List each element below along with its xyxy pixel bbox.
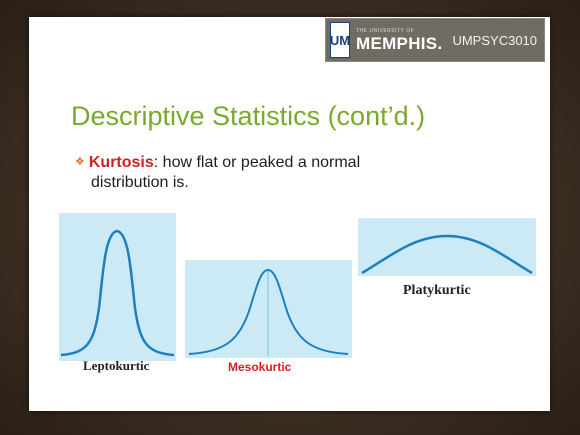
slide-title: Descriptive Statistics (cont’d.) — [71, 101, 426, 131]
bullet-term: Kurtosis — [88, 154, 154, 171]
mesokurtic-figure — [185, 260, 352, 358]
university-logo: UM THE UNIVERSITY OF MEMPHIS. UMPSYC3010 — [325, 18, 545, 62]
mesokurtic-curve — [188, 268, 349, 356]
leptokurtic-figure — [59, 213, 176, 361]
um-letters: UM — [329, 32, 351, 48]
slide: UM THE UNIVERSITY OF MEMPHIS. UMPSYC3010… — [29, 17, 550, 411]
um-logo-mark: UM — [330, 22, 350, 58]
platykurtic-label: Platykurtic — [403, 283, 471, 298]
logo-top-text: THE UNIVERSITY OF — [356, 28, 415, 34]
bullet-text-line2: distribution is. — [91, 174, 189, 191]
platykurtic-figure — [358, 218, 536, 276]
bullet-text-line1: : how flat or peaked a normal — [153, 154, 361, 171]
course-code: UMPSYC3010 — [452, 32, 538, 48]
mesokurtic-label: Mesokurtic — [228, 360, 292, 374]
platykurtic-curve — [361, 234, 533, 275]
bullet-marker-icon: ❖ — [75, 156, 85, 168]
logo-wordmark: THE UNIVERSITY OF MEMPHIS. — [356, 28, 442, 52]
leptokurtic-label: Leptokurtic — [83, 358, 150, 373]
bullet-kurtosis: ❖ Kurtosis: how flat or peaked a normal d… — [75, 152, 495, 193]
leptokurtic-curve — [60, 229, 175, 357]
logo-name-text: MEMPHIS. — [356, 34, 443, 53]
